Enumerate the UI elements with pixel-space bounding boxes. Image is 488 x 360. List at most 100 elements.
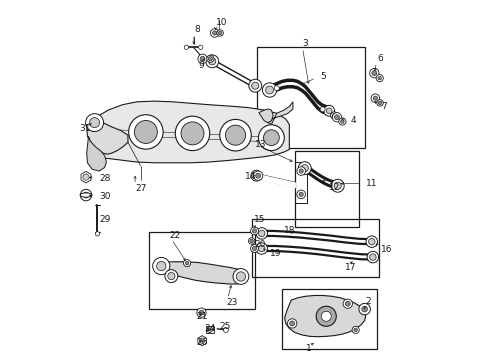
Text: 12: 12 [328,183,340,192]
Text: 9: 9 [198,61,203,70]
Text: 10: 10 [215,18,227,27]
Circle shape [253,171,262,180]
Circle shape [183,260,190,267]
Circle shape [258,230,264,237]
Circle shape [369,254,375,260]
Circle shape [289,321,294,326]
Bar [282,289,376,348]
Circle shape [361,306,367,312]
Polygon shape [86,116,128,154]
Circle shape [175,116,209,150]
Circle shape [255,243,267,254]
Text: 14: 14 [244,172,255,181]
Circle shape [274,86,279,91]
Polygon shape [86,136,106,171]
Text: 27: 27 [135,184,146,193]
Bar [251,220,378,277]
Circle shape [333,182,341,189]
Text: 28: 28 [99,174,110,183]
Circle shape [250,227,258,235]
Circle shape [152,257,169,275]
Circle shape [369,68,378,78]
Circle shape [184,45,188,49]
Circle shape [199,338,204,343]
Circle shape [128,115,163,149]
Circle shape [252,229,256,233]
Text: 8: 8 [194,25,200,34]
Circle shape [258,125,284,150]
Text: 16: 16 [380,246,391,255]
Text: 25: 25 [219,322,230,331]
Circle shape [196,308,206,318]
Circle shape [208,328,211,331]
Circle shape [248,79,261,92]
Polygon shape [267,102,292,125]
Polygon shape [198,336,206,346]
Circle shape [371,71,376,76]
Text: 4: 4 [349,116,355,125]
Text: 1: 1 [305,344,310,353]
Circle shape [219,120,251,151]
Circle shape [376,100,383,106]
Text: 15: 15 [254,215,265,224]
Circle shape [255,173,260,178]
Text: 13: 13 [255,140,266,149]
Text: 22: 22 [169,231,180,240]
Text: 29: 29 [99,215,110,224]
Circle shape [251,82,258,89]
Circle shape [156,261,165,271]
Circle shape [233,269,248,284]
Circle shape [298,162,310,175]
Circle shape [334,115,339,120]
Circle shape [378,101,381,105]
Circle shape [330,179,344,192]
Circle shape [250,170,261,181]
Circle shape [298,169,303,173]
Text: 11: 11 [366,179,377,188]
Circle shape [218,31,222,35]
Circle shape [258,245,264,252]
Circle shape [164,270,178,283]
Circle shape [345,301,349,306]
Circle shape [366,251,378,263]
Circle shape [250,244,258,252]
Text: 23: 23 [226,298,238,307]
Text: 19: 19 [269,249,281,258]
Circle shape [358,303,369,315]
Circle shape [198,54,207,63]
Circle shape [340,120,344,123]
Circle shape [375,75,383,82]
Circle shape [321,311,330,321]
Text: 17: 17 [344,264,356,273]
Text: 30: 30 [99,192,111,201]
Circle shape [199,310,203,315]
Circle shape [330,112,337,119]
Circle shape [185,261,188,265]
Polygon shape [161,262,241,284]
Circle shape [351,326,359,333]
Text: 21: 21 [196,312,207,321]
Polygon shape [81,171,91,183]
Circle shape [298,192,303,197]
Circle shape [338,118,346,125]
Ellipse shape [80,193,92,197]
Circle shape [343,299,352,309]
Circle shape [325,108,331,114]
Polygon shape [258,109,273,123]
Text: 2: 2 [365,297,370,306]
Text: 20: 20 [254,240,265,249]
Text: 24: 24 [203,324,215,333]
Circle shape [83,192,89,198]
Circle shape [265,86,273,94]
Circle shape [252,246,256,251]
Circle shape [134,121,157,143]
Bar [205,325,213,333]
Bar [294,162,306,203]
Circle shape [205,55,218,68]
Circle shape [255,228,267,239]
Text: 18: 18 [284,226,295,235]
Bar [149,232,255,309]
Polygon shape [284,296,365,337]
Circle shape [208,58,215,65]
Circle shape [301,165,308,172]
